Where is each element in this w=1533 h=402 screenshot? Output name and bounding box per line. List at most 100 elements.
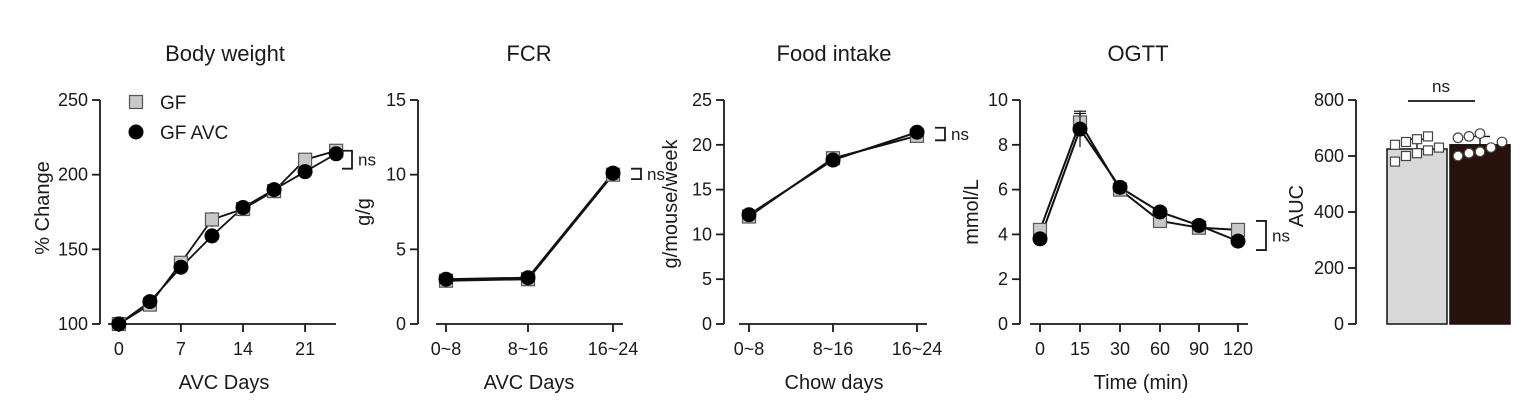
significance-bracket — [935, 126, 946, 142]
data-point — [173, 259, 189, 275]
food-intake-chart: Food intake Chow days g/mouse/week 0 5 10 1… — [660, 41, 969, 394]
x-tick-label: 0~8 — [431, 339, 462, 359]
x-axis-label: AVC Days — [179, 372, 270, 394]
scatter-point — [1452, 150, 1464, 162]
legend-marker-gf — [128, 94, 144, 110]
x-tick-label: 16~24 — [588, 339, 639, 359]
x-tick-label: 120 — [1223, 339, 1253, 359]
y-tick-label: 800 — [1314, 90, 1344, 110]
y-tick-label: 200 — [1314, 258, 1344, 278]
series-line — [445, 174, 614, 282]
scatter-point — [1389, 156, 1401, 167]
y-tick-label: 400 — [1314, 202, 1344, 222]
x-tick-label: 8~16 — [508, 339, 549, 359]
series-line — [1039, 126, 1239, 243]
scatter-point — [1400, 150, 1412, 162]
scatter-point — [1433, 142, 1445, 153]
y-tick-label: 0 — [1334, 314, 1344, 334]
y-tick-label: 6 — [998, 180, 1008, 200]
data-point — [741, 207, 757, 223]
scatter-point — [1463, 130, 1475, 142]
ogtt-chart: OGTT Time (min) mmol/L 0 2 4 6 8 10 0 15 30 60 90 1… — [961, 41, 1290, 394]
food-intake-plot: 0 5 10 15 20 25 0~8 8~16 16~24 ns — [692, 90, 969, 359]
chart-title: FCR — [506, 41, 551, 66]
scatter-point — [1422, 145, 1434, 156]
data-point — [328, 146, 344, 162]
x-tick-label: 30 — [1110, 339, 1130, 359]
scatter-point — [1400, 136, 1412, 148]
y-tick-label: 10 — [988, 90, 1008, 110]
bar — [1386, 148, 1448, 325]
y-tick-label: 0 — [396, 314, 406, 334]
chart-title: Food intake — [777, 41, 892, 66]
x-tick-label: 0~8 — [734, 339, 765, 359]
chart-title: OGTT — [1107, 41, 1168, 66]
y-tick-label: 8 — [998, 135, 1008, 155]
y-tick-label: 5 — [702, 269, 712, 289]
data-point — [142, 294, 158, 310]
scatter-point — [1463, 147, 1475, 159]
data-point — [909, 124, 925, 140]
significance-bracket — [1256, 220, 1267, 251]
y-axis-label: % Change — [32, 161, 54, 254]
y-tick-label: 250 — [58, 90, 88, 110]
x-axis-label: AVC Days — [484, 372, 575, 394]
significance-label: ns — [1272, 227, 1290, 246]
significance-label: ns — [951, 125, 969, 144]
significance-label: ns — [647, 165, 665, 184]
scatter-point — [1485, 142, 1497, 154]
y-tick-label: 600 — [1314, 146, 1344, 166]
x-tick-label: 0 — [114, 339, 124, 359]
data-point — [1191, 217, 1207, 233]
data-point — [111, 316, 127, 332]
body-weight-chart: Body weight AVC Days % Change 100 150 200 2… — [32, 41, 376, 394]
scatter-point — [1422, 131, 1434, 142]
y-tick-label: 200 — [58, 165, 88, 185]
scatter-point — [1474, 146, 1486, 158]
scatter-point — [1411, 148, 1423, 159]
x-tick-label: 15 — [1070, 339, 1090, 359]
scatter-point — [1474, 128, 1486, 140]
body-weight-plot: 100 150 200 250 0 7 14 21 GF GF AVC ns — [58, 90, 376, 359]
series-line — [1039, 120, 1239, 231]
x-tick-label: 8~16 — [813, 339, 854, 359]
x-tick-label: 16~24 — [892, 339, 943, 359]
significance-label: ns — [1432, 77, 1450, 96]
fcr-plot: 0 5 10 15 0~8 8~16 16~24 ns — [386, 90, 665, 359]
scatter-point — [1411, 134, 1423, 145]
significance-bracket — [631, 167, 642, 181]
x-tick-label: 7 — [176, 339, 186, 359]
fcr-chart: FCR AVC Days g/g 0 5 10 15 0~8 8~16 16~24 ns — [353, 41, 665, 394]
y-axis-label: AUC — [1286, 185, 1308, 227]
bar — [1449, 144, 1511, 325]
data-point — [1112, 179, 1128, 195]
y-tick-label: 0 — [998, 314, 1008, 334]
data-point — [1072, 121, 1088, 137]
y-axis-label: g/mouse/week — [660, 139, 682, 269]
y-tick-label: 10 — [692, 224, 712, 244]
data-point — [438, 271, 454, 287]
y-tick-label: 25 — [692, 90, 712, 110]
y-tick-label: 10 — [386, 165, 406, 185]
series-line — [445, 172, 614, 281]
y-tick-label: 5 — [396, 239, 406, 259]
data-point — [520, 270, 536, 286]
scatter-point — [1496, 136, 1508, 148]
series-line — [748, 131, 918, 216]
legend-marker-gf-avc — [128, 124, 144, 140]
x-tick-label: 21 — [295, 339, 315, 359]
x-tick-label: 60 — [1150, 339, 1170, 359]
data-point — [235, 200, 251, 216]
x-tick-label: 90 — [1189, 339, 1209, 359]
x-axis-label: Chow days — [785, 372, 884, 394]
y-tick-label: 0 — [702, 314, 712, 334]
data-point — [605, 165, 621, 181]
data-point — [204, 212, 220, 227]
y-tick-label: 4 — [998, 224, 1008, 244]
ogtt-plot: 0 2 4 6 8 10 0 15 30 60 90 120 ns — [988, 90, 1290, 359]
data-point — [297, 164, 313, 180]
data-point — [266, 182, 282, 198]
auc-chart: AUC 0 200 400 600 800 ns — [1286, 77, 1511, 334]
data-point — [825, 152, 841, 168]
